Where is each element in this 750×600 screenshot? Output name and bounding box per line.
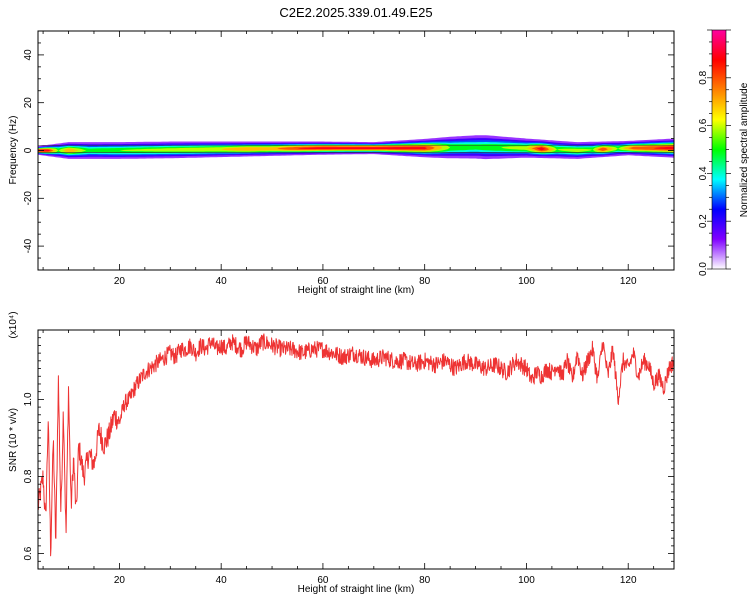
y-tick-label: 0.6 [23, 546, 34, 560]
snr-series-line [38, 333, 674, 557]
colorbar-tick-label: 0.8 [698, 70, 709, 84]
snr-y-ticks: 0.6 0.8 1.0 [23, 329, 674, 570]
y-tick-label: 0 [23, 147, 34, 153]
colorbar-tick-label: 0.4 [698, 166, 709, 180]
x-tick-label: 120 [620, 276, 637, 287]
ridge-band-8 [38, 146, 674, 152]
snr-plot-area [38, 330, 674, 569]
colorbar: 0.0 0.2 0.4 0.6 0.8 Normalized spectral ampl… [698, 29, 750, 276]
snr-frame [37, 329, 675, 570]
colorbar-tick-label: 0.6 [698, 118, 709, 132]
x-tick-label: 60 [317, 575, 329, 586]
spectrogram-panel: 20 40 60 80 100 120 -40 -20 0 20 40 Height of str… [8, 30, 675, 296]
snr-panel: 20 40 60 80 100 120 0.6 0.8 1.0 Height of strai… [8, 311, 675, 595]
x-tick-label: 80 [419, 276, 431, 287]
x-tick-label: 120 [620, 575, 637, 586]
y-tick-label: 20 [23, 97, 34, 109]
x-tick-label: 100 [518, 575, 535, 586]
spectrogram-y-ticks: -40 -20 0 20 40 [23, 30, 674, 271]
spectrogram-x-ticks: 20 40 60 80 100 120 [42, 31, 655, 287]
colorbar-tick-label: 0.2 [698, 214, 709, 228]
x-tick-label: 60 [317, 276, 329, 287]
y-tick-label: 40 [23, 49, 34, 61]
x-tick-label: 100 [518, 276, 535, 287]
x-tick-label: 20 [114, 575, 126, 586]
y-tick-label: 1.0 [23, 392, 34, 406]
x-tick-label: 40 [216, 276, 228, 287]
y-tick-label: 0.8 [23, 469, 34, 483]
x-tick-label: 80 [419, 575, 431, 586]
spectrogram-plot-area [38, 31, 674, 270]
snr-y-label: SNR (10 * v/v) [8, 408, 19, 472]
spectrogram-y-label: Frequency (Hz) [8, 116, 19, 185]
colorbar-label: Normalized spectral amplitude [739, 82, 750, 217]
colorbar-ticks: 0.0 0.2 0.4 0.6 0.8 [698, 29, 731, 276]
snr-scale-label: (x10⁴) [8, 311, 19, 338]
x-tick-label: 20 [114, 276, 126, 287]
snr-x-ticks: 20 40 60 80 100 120 [42, 330, 655, 586]
figure-title: C2E2.2025.339.01.49.E25 [279, 5, 432, 20]
y-tick-label: -20 [23, 191, 34, 206]
spectrogram-x-label: Height of straight line (km) [298, 285, 415, 296]
colorbar-gradient [712, 30, 726, 269]
colorbar-tick-label: 0.0 [698, 262, 709, 276]
x-tick-label: 40 [216, 575, 228, 586]
snr-x-label: Height of straight line (km) [298, 584, 415, 595]
spectrogram-ridge [38, 135, 674, 160]
y-tick-label: -40 [23, 238, 34, 253]
